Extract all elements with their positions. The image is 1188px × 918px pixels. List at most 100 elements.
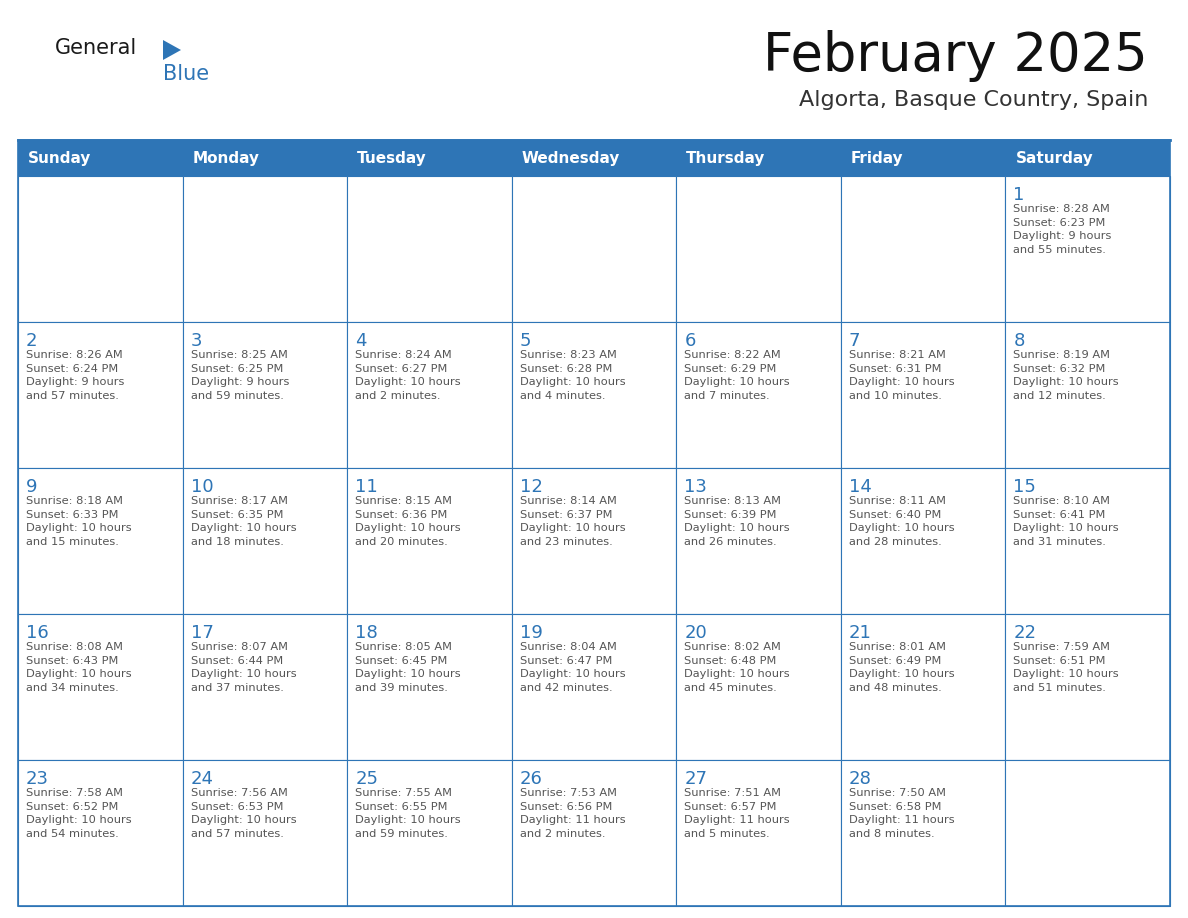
Text: Sunrise: 8:21 AM
Sunset: 6:31 PM
Daylight: 10 hours
and 10 minutes.: Sunrise: 8:21 AM Sunset: 6:31 PM Dayligh… xyxy=(849,350,954,401)
Bar xyxy=(841,176,1005,322)
Text: 11: 11 xyxy=(355,478,378,496)
Text: 14: 14 xyxy=(849,478,872,496)
Text: Sunrise: 8:18 AM
Sunset: 6:33 PM
Daylight: 10 hours
and 15 minutes.: Sunrise: 8:18 AM Sunset: 6:33 PM Dayligh… xyxy=(26,496,132,547)
Bar xyxy=(512,468,676,614)
Bar xyxy=(676,176,841,322)
Bar xyxy=(841,322,1005,468)
Text: 9: 9 xyxy=(26,478,38,496)
Text: 27: 27 xyxy=(684,770,707,788)
Bar xyxy=(18,322,183,468)
Text: Sunrise: 8:05 AM
Sunset: 6:45 PM
Daylight: 10 hours
and 39 minutes.: Sunrise: 8:05 AM Sunset: 6:45 PM Dayligh… xyxy=(355,642,461,693)
Text: Sunrise: 8:17 AM
Sunset: 6:35 PM
Daylight: 10 hours
and 18 minutes.: Sunrise: 8:17 AM Sunset: 6:35 PM Dayligh… xyxy=(190,496,296,547)
Text: February 2025: February 2025 xyxy=(763,30,1148,82)
Bar xyxy=(18,176,183,322)
Bar xyxy=(347,322,512,468)
Text: Sunrise: 8:08 AM
Sunset: 6:43 PM
Daylight: 10 hours
and 34 minutes.: Sunrise: 8:08 AM Sunset: 6:43 PM Dayligh… xyxy=(26,642,132,693)
Bar xyxy=(347,614,512,760)
Text: Sunrise: 8:11 AM
Sunset: 6:40 PM
Daylight: 10 hours
and 28 minutes.: Sunrise: 8:11 AM Sunset: 6:40 PM Dayligh… xyxy=(849,496,954,547)
Bar xyxy=(841,614,1005,760)
Bar xyxy=(1005,760,1170,906)
Bar xyxy=(347,760,512,906)
Text: Sunrise: 8:25 AM
Sunset: 6:25 PM
Daylight: 9 hours
and 59 minutes.: Sunrise: 8:25 AM Sunset: 6:25 PM Dayligh… xyxy=(190,350,289,401)
Bar xyxy=(18,614,183,760)
Bar xyxy=(18,140,1170,176)
Text: 26: 26 xyxy=(519,770,543,788)
Bar xyxy=(676,322,841,468)
Text: Sunrise: 8:15 AM
Sunset: 6:36 PM
Daylight: 10 hours
and 20 minutes.: Sunrise: 8:15 AM Sunset: 6:36 PM Dayligh… xyxy=(355,496,461,547)
Bar xyxy=(183,468,347,614)
Bar xyxy=(18,468,183,614)
Text: Sunrise: 7:55 AM
Sunset: 6:55 PM
Daylight: 10 hours
and 59 minutes.: Sunrise: 7:55 AM Sunset: 6:55 PM Dayligh… xyxy=(355,788,461,839)
Bar xyxy=(183,322,347,468)
Text: Monday: Monday xyxy=(192,151,259,165)
Text: Algorta, Basque Country, Spain: Algorta, Basque Country, Spain xyxy=(798,90,1148,110)
Bar xyxy=(676,614,841,760)
Bar xyxy=(1005,614,1170,760)
Text: 15: 15 xyxy=(1013,478,1036,496)
Text: Blue: Blue xyxy=(163,64,209,84)
Bar xyxy=(347,176,512,322)
Text: 12: 12 xyxy=(519,478,543,496)
Text: 2: 2 xyxy=(26,332,38,350)
Bar xyxy=(676,468,841,614)
Text: 21: 21 xyxy=(849,624,872,642)
Text: Thursday: Thursday xyxy=(687,151,765,165)
Text: Sunrise: 8:23 AM
Sunset: 6:28 PM
Daylight: 10 hours
and 4 minutes.: Sunrise: 8:23 AM Sunset: 6:28 PM Dayligh… xyxy=(519,350,625,401)
Text: 6: 6 xyxy=(684,332,696,350)
Text: 7: 7 xyxy=(849,332,860,350)
Bar xyxy=(512,760,676,906)
Text: 8: 8 xyxy=(1013,332,1025,350)
Text: Sunrise: 8:26 AM
Sunset: 6:24 PM
Daylight: 9 hours
and 57 minutes.: Sunrise: 8:26 AM Sunset: 6:24 PM Dayligh… xyxy=(26,350,125,401)
Bar xyxy=(1005,468,1170,614)
Text: Sunday: Sunday xyxy=(29,151,91,165)
Text: Tuesday: Tuesday xyxy=(358,151,426,165)
Text: 5: 5 xyxy=(519,332,531,350)
Text: 22: 22 xyxy=(1013,624,1036,642)
Text: 4: 4 xyxy=(355,332,367,350)
Text: 3: 3 xyxy=(190,332,202,350)
Text: Sunrise: 7:58 AM
Sunset: 6:52 PM
Daylight: 10 hours
and 54 minutes.: Sunrise: 7:58 AM Sunset: 6:52 PM Dayligh… xyxy=(26,788,132,839)
Bar xyxy=(512,176,676,322)
Text: 25: 25 xyxy=(355,770,378,788)
Text: Sunrise: 8:13 AM
Sunset: 6:39 PM
Daylight: 10 hours
and 26 minutes.: Sunrise: 8:13 AM Sunset: 6:39 PM Dayligh… xyxy=(684,496,790,547)
Bar xyxy=(347,468,512,614)
Bar xyxy=(1005,322,1170,468)
Bar xyxy=(841,468,1005,614)
Text: Wednesday: Wednesday xyxy=(522,151,620,165)
Text: 1: 1 xyxy=(1013,186,1025,204)
Bar xyxy=(18,760,183,906)
Text: 19: 19 xyxy=(519,624,543,642)
Bar xyxy=(676,760,841,906)
Bar xyxy=(841,760,1005,906)
Bar xyxy=(183,176,347,322)
Text: Sunrise: 8:19 AM
Sunset: 6:32 PM
Daylight: 10 hours
and 12 minutes.: Sunrise: 8:19 AM Sunset: 6:32 PM Dayligh… xyxy=(1013,350,1119,401)
Bar xyxy=(512,322,676,468)
Text: Sunrise: 8:14 AM
Sunset: 6:37 PM
Daylight: 10 hours
and 23 minutes.: Sunrise: 8:14 AM Sunset: 6:37 PM Dayligh… xyxy=(519,496,625,547)
Bar xyxy=(1005,176,1170,322)
Text: 28: 28 xyxy=(849,770,872,788)
Text: 23: 23 xyxy=(26,770,49,788)
Text: Sunrise: 7:56 AM
Sunset: 6:53 PM
Daylight: 10 hours
and 57 minutes.: Sunrise: 7:56 AM Sunset: 6:53 PM Dayligh… xyxy=(190,788,296,839)
Text: Sunrise: 8:24 AM
Sunset: 6:27 PM
Daylight: 10 hours
and 2 minutes.: Sunrise: 8:24 AM Sunset: 6:27 PM Dayligh… xyxy=(355,350,461,401)
Text: Friday: Friday xyxy=(851,151,904,165)
Bar xyxy=(183,614,347,760)
Text: 10: 10 xyxy=(190,478,213,496)
Polygon shape xyxy=(163,40,181,60)
Text: Sunrise: 7:50 AM
Sunset: 6:58 PM
Daylight: 11 hours
and 8 minutes.: Sunrise: 7:50 AM Sunset: 6:58 PM Dayligh… xyxy=(849,788,954,839)
Text: 17: 17 xyxy=(190,624,214,642)
Text: Sunrise: 8:28 AM
Sunset: 6:23 PM
Daylight: 9 hours
and 55 minutes.: Sunrise: 8:28 AM Sunset: 6:23 PM Dayligh… xyxy=(1013,204,1112,255)
Text: 20: 20 xyxy=(684,624,707,642)
Text: Sunrise: 8:22 AM
Sunset: 6:29 PM
Daylight: 10 hours
and 7 minutes.: Sunrise: 8:22 AM Sunset: 6:29 PM Dayligh… xyxy=(684,350,790,401)
Text: Sunrise: 7:53 AM
Sunset: 6:56 PM
Daylight: 11 hours
and 2 minutes.: Sunrise: 7:53 AM Sunset: 6:56 PM Dayligh… xyxy=(519,788,625,839)
Bar xyxy=(183,760,347,906)
Text: Sunrise: 7:51 AM
Sunset: 6:57 PM
Daylight: 11 hours
and 5 minutes.: Sunrise: 7:51 AM Sunset: 6:57 PM Dayligh… xyxy=(684,788,790,839)
Text: Sunrise: 8:01 AM
Sunset: 6:49 PM
Daylight: 10 hours
and 48 minutes.: Sunrise: 8:01 AM Sunset: 6:49 PM Dayligh… xyxy=(849,642,954,693)
Text: Sunrise: 8:04 AM
Sunset: 6:47 PM
Daylight: 10 hours
and 42 minutes.: Sunrise: 8:04 AM Sunset: 6:47 PM Dayligh… xyxy=(519,642,625,693)
Bar xyxy=(512,614,676,760)
Text: Sunrise: 7:59 AM
Sunset: 6:51 PM
Daylight: 10 hours
and 51 minutes.: Sunrise: 7:59 AM Sunset: 6:51 PM Dayligh… xyxy=(1013,642,1119,693)
Text: Sunrise: 8:07 AM
Sunset: 6:44 PM
Daylight: 10 hours
and 37 minutes.: Sunrise: 8:07 AM Sunset: 6:44 PM Dayligh… xyxy=(190,642,296,693)
Text: Saturday: Saturday xyxy=(1016,151,1093,165)
Text: 13: 13 xyxy=(684,478,707,496)
Text: 16: 16 xyxy=(26,624,49,642)
Text: 18: 18 xyxy=(355,624,378,642)
